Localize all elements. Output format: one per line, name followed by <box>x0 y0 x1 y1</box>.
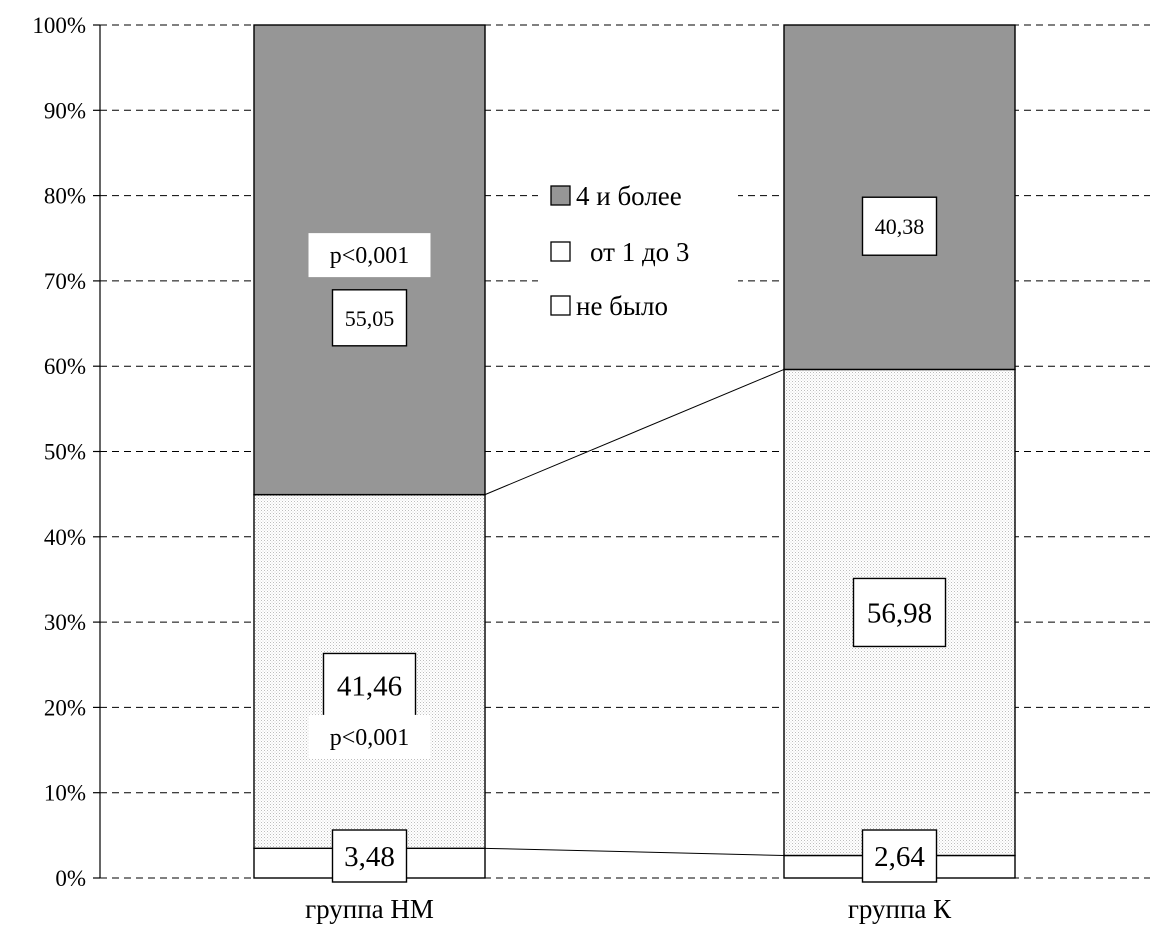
legend-label: от 1 до 3 <box>590 237 689 267</box>
y-tick-label: 70% <box>44 269 86 294</box>
y-tick-label: 60% <box>44 354 86 379</box>
series-connector-line <box>484 847 785 856</box>
category-label: группа НМ <box>305 894 434 924</box>
y-axis: 0% 10% 20% 30% 40% 50% 60% 70% 80% 90% 100% группа … <box>32 13 952 924</box>
series-connectors <box>484 368 785 856</box>
data-label: 3,48 <box>344 841 395 873</box>
y-tick-label: 90% <box>44 98 86 123</box>
y-tick-label: 80% <box>44 184 86 209</box>
y-tick-label: 30% <box>44 610 86 635</box>
data-label-box <box>861 829 938 883</box>
legend-swatch <box>550 185 571 206</box>
data-label-box <box>322 652 417 719</box>
legend-background <box>538 160 738 340</box>
y-tick-label: 10% <box>44 781 86 806</box>
y-tick-label: 0% <box>55 866 86 891</box>
legend-swatch <box>550 241 571 262</box>
p-value-background <box>308 233 431 278</box>
data-label: 41,46 <box>337 670 402 702</box>
data-label: 55,05 <box>345 306 395 331</box>
p-value-background <box>308 714 431 759</box>
y-tick-label: 20% <box>44 695 86 720</box>
p-value-annotation: p<0,001 <box>330 725 410 751</box>
data-labels: 3,48 41,46 55,05 2,64 56,98 40,38 p<0,001 p<0,0… <box>308 196 947 883</box>
legend-swatch <box>550 295 571 316</box>
data-label-box <box>331 289 408 347</box>
y-tick-label: 40% <box>44 525 86 550</box>
data-label: 40,38 <box>875 214 925 239</box>
legend: 4 и более от 1 до 3 не было <box>538 160 738 340</box>
legend-label: 4 и более <box>576 181 682 211</box>
data-label: 56,98 <box>867 597 932 629</box>
series-connector-line <box>484 368 785 496</box>
data-label: 2,64 <box>874 841 925 873</box>
p-value-annotation: p<0,001 <box>330 243 410 269</box>
y-tick-label: 50% <box>44 440 86 465</box>
legend-label: не было <box>576 291 668 321</box>
data-label-box <box>852 577 947 648</box>
data-label-box <box>331 829 408 883</box>
y-tick-label: 100% <box>32 13 86 38</box>
data-label-box <box>861 196 938 256</box>
category-label: группа К <box>848 894 952 924</box>
